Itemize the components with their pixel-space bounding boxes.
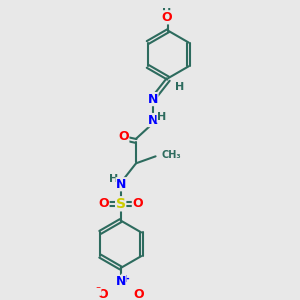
Text: +: + xyxy=(122,274,130,284)
Text: CH₃: CH₃ xyxy=(162,150,182,160)
Text: O: O xyxy=(134,288,144,300)
Text: N: N xyxy=(148,93,158,106)
Text: S: S xyxy=(116,197,126,211)
Text: O: O xyxy=(118,130,129,143)
Text: H: H xyxy=(109,174,118,184)
Text: H: H xyxy=(157,112,167,122)
Text: H: H xyxy=(175,82,184,92)
Text: N: N xyxy=(116,178,126,191)
Text: O: O xyxy=(97,288,108,300)
Text: O: O xyxy=(161,11,172,24)
Text: N: N xyxy=(148,113,158,127)
Text: O: O xyxy=(132,197,143,210)
Text: O: O xyxy=(98,197,109,210)
Text: H: H xyxy=(162,8,171,18)
Text: ⁻: ⁻ xyxy=(96,285,101,295)
Text: N: N xyxy=(116,275,126,289)
